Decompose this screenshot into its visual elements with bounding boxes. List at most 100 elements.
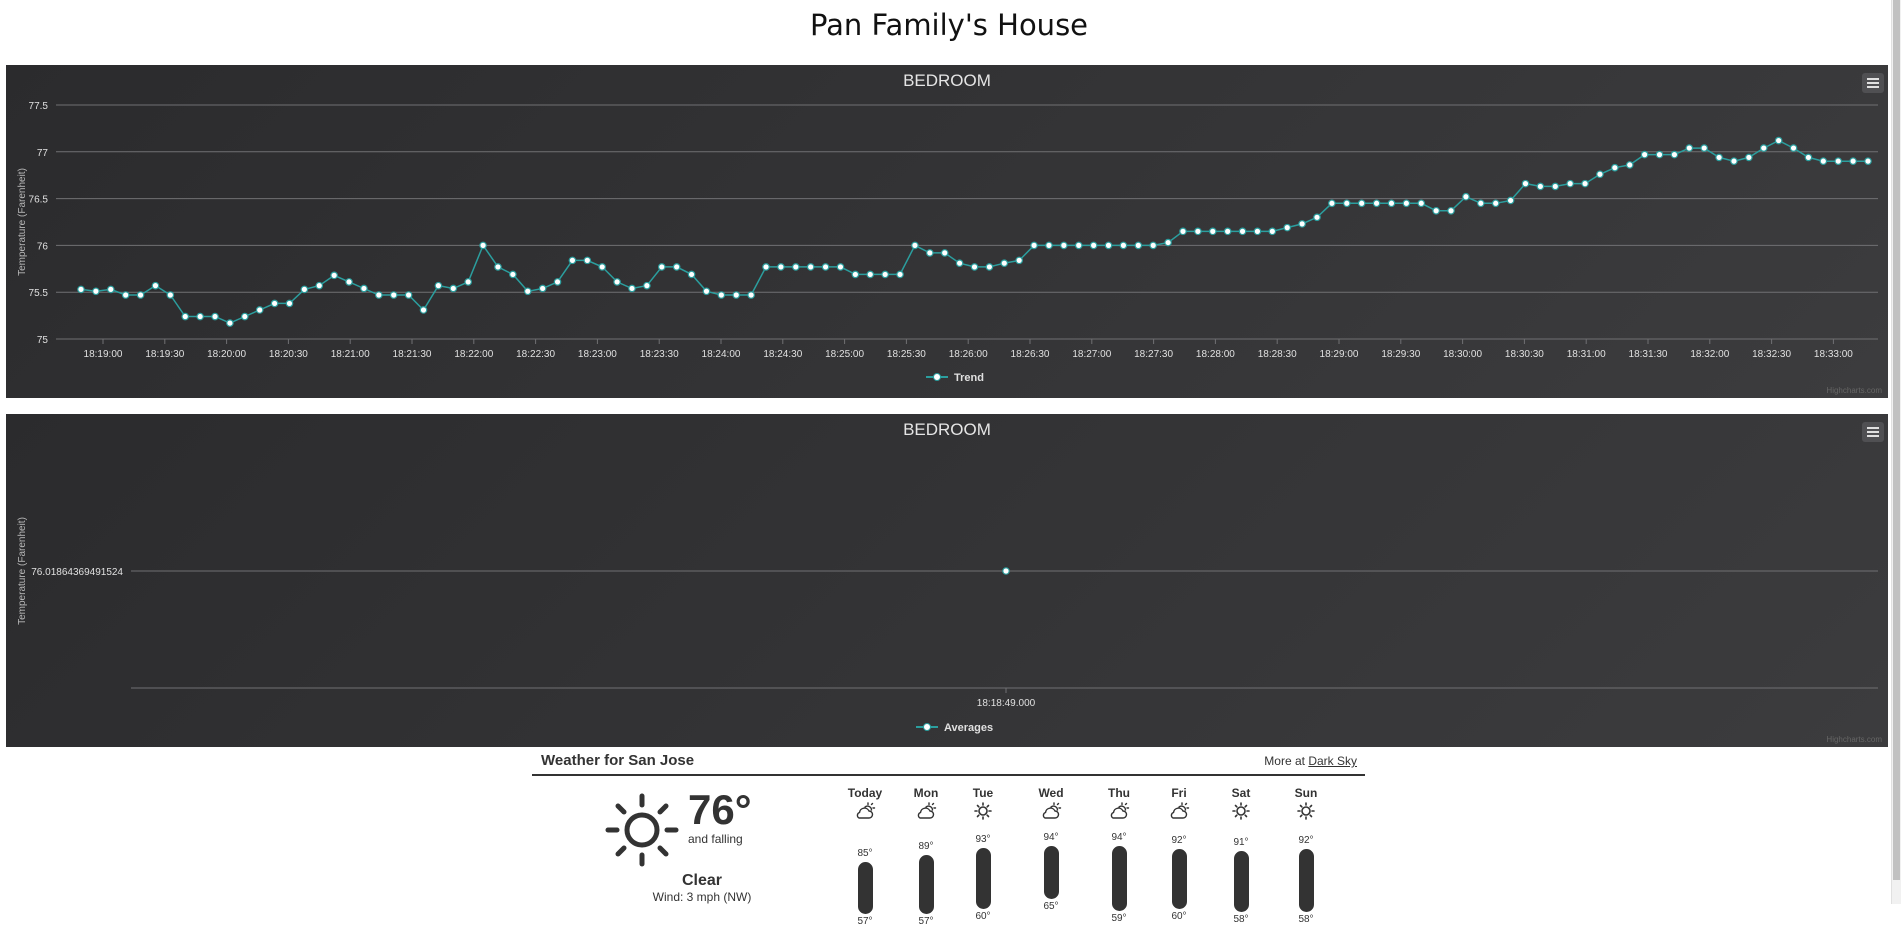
data-point	[509, 270, 517, 279]
data-point	[1670, 150, 1679, 159]
x-tick-label: 18:18:49.000	[977, 698, 1036, 709]
chart-menu-button[interactable]	[1862, 422, 1884, 442]
x-tick-label: 18:25:30	[887, 349, 926, 360]
data-point	[1596, 170, 1604, 179]
scrollbar-thumb[interactable]	[1893, 0, 1900, 880]
data-point	[479, 241, 487, 250]
data-point	[375, 291, 383, 299]
data-point	[1789, 144, 1798, 152]
data-point	[1164, 238, 1172, 247]
data-point	[821, 263, 830, 271]
data-point	[1759, 144, 1768, 152]
x-tick-label: 18:26:30	[1011, 349, 1050, 360]
data-point	[1002, 567, 1010, 575]
weather-widget: Weather for San Jose More at Dark Sky 76…	[532, 750, 1365, 927]
data-point	[285, 299, 294, 308]
data-point	[1611, 163, 1619, 172]
forecast-day: Today 85° 57°	[840, 786, 890, 927]
data-point	[1834, 157, 1843, 165]
chart-menu-button[interactable]	[1862, 73, 1884, 93]
data-point	[494, 263, 502, 271]
data-point	[940, 249, 949, 257]
y-tick-label: 77	[37, 148, 49, 159]
data-point	[419, 306, 428, 314]
x-tick-label: 18:19:00	[84, 349, 123, 360]
legend-label: Averages	[944, 722, 993, 734]
data-point	[583, 256, 592, 265]
bedroom-averages-chart: 76.01864369491524 18:18:49.000 Temperature…	[6, 414, 1888, 747]
data-point	[181, 312, 190, 321]
data-point	[881, 270, 889, 279]
x-tick-label: 18:21:30	[393, 349, 432, 360]
data-point	[1119, 241, 1128, 250]
x-tick-label: 18:32:00	[1690, 349, 1729, 360]
data-point	[92, 287, 100, 296]
x-tick-label: 18:28:30	[1258, 349, 1297, 360]
data-point	[166, 291, 175, 299]
page-scrollbar[interactable]	[1891, 0, 1901, 904]
current-summary: Clear	[681, 872, 723, 889]
x-tick-label: 18:33:00	[1814, 349, 1853, 360]
data-point	[762, 263, 770, 271]
data-point	[1283, 223, 1292, 232]
dark-sky-link[interactable]: Dark Sky	[1308, 754, 1357, 768]
x-tick-label: 18:29:30	[1381, 349, 1420, 360]
weather-title: Weather for San Jose	[541, 752, 695, 769]
weather-more: More at Dark Sky	[1264, 754, 1357, 768]
data-point	[1804, 153, 1813, 162]
data-point	[1566, 179, 1574, 188]
data-point	[1372, 199, 1381, 208]
trend-points	[77, 136, 1872, 327]
data-point	[1700, 144, 1708, 152]
data-point	[1521, 179, 1530, 188]
forecast-temp-bar	[1299, 849, 1314, 913]
data-point	[136, 291, 145, 299]
data-point	[434, 281, 443, 290]
forecast-temp-bar	[1112, 845, 1127, 911]
x-tick-label: 18:32:30	[1752, 349, 1791, 360]
y-axis-label: Temperature (Farenheit)	[17, 168, 28, 276]
partly-cloudy-icon	[1110, 802, 1130, 819]
data-point	[1506, 196, 1515, 205]
forecast-day: Mon 89° 57°	[901, 786, 951, 927]
data-point	[747, 291, 755, 299]
data-point	[389, 291, 398, 299]
y-axis-label: Temperature (Farenheit)	[17, 517, 28, 625]
data-point	[1045, 241, 1053, 250]
partly-cloudy-icon	[856, 802, 876, 819]
trend-series-line	[80, 139, 1868, 324]
data-point	[1685, 144, 1694, 152]
forecast-high: 85°	[857, 848, 873, 860]
data-point	[1015, 256, 1023, 265]
chart-title: BEDROOM	[903, 71, 991, 90]
data-point	[1074, 241, 1083, 250]
data-point	[1387, 199, 1396, 208]
data-point	[1402, 199, 1411, 208]
y-tick-label: 76.5	[29, 195, 49, 206]
x-tick-label: 18:22:00	[454, 349, 493, 360]
legend: Trend	[926, 372, 984, 384]
data-point	[151, 281, 160, 290]
chart-credits[interactable]: Highcharts.com	[1826, 735, 1882, 744]
data-point	[777, 263, 785, 271]
data-point	[628, 284, 636, 293]
data-point	[1640, 150, 1649, 159]
forecast-day-name: Mon	[913, 786, 939, 800]
x-tick-label: 18:27:30	[1134, 349, 1173, 360]
x-tick-label: 18:23:00	[578, 349, 617, 360]
menu-icon-line	[1867, 82, 1879, 84]
y-tick-label: 76	[37, 241, 49, 252]
legend-marker	[923, 723, 931, 731]
data-point	[1730, 157, 1738, 165]
x-tick-label: 18:24:30	[763, 349, 802, 360]
data-point	[702, 287, 711, 296]
x-tick-label: 18:29:00	[1320, 349, 1359, 360]
data-point	[643, 281, 651, 290]
data-point	[1447, 206, 1455, 215]
chart-credits[interactable]: Highcharts.com	[1826, 386, 1882, 395]
forecast-high: 92°	[1171, 835, 1187, 847]
forecast-temp-bar	[858, 862, 873, 915]
data-point	[315, 281, 324, 290]
data-point	[613, 278, 621, 286]
data-point	[1625, 161, 1634, 169]
